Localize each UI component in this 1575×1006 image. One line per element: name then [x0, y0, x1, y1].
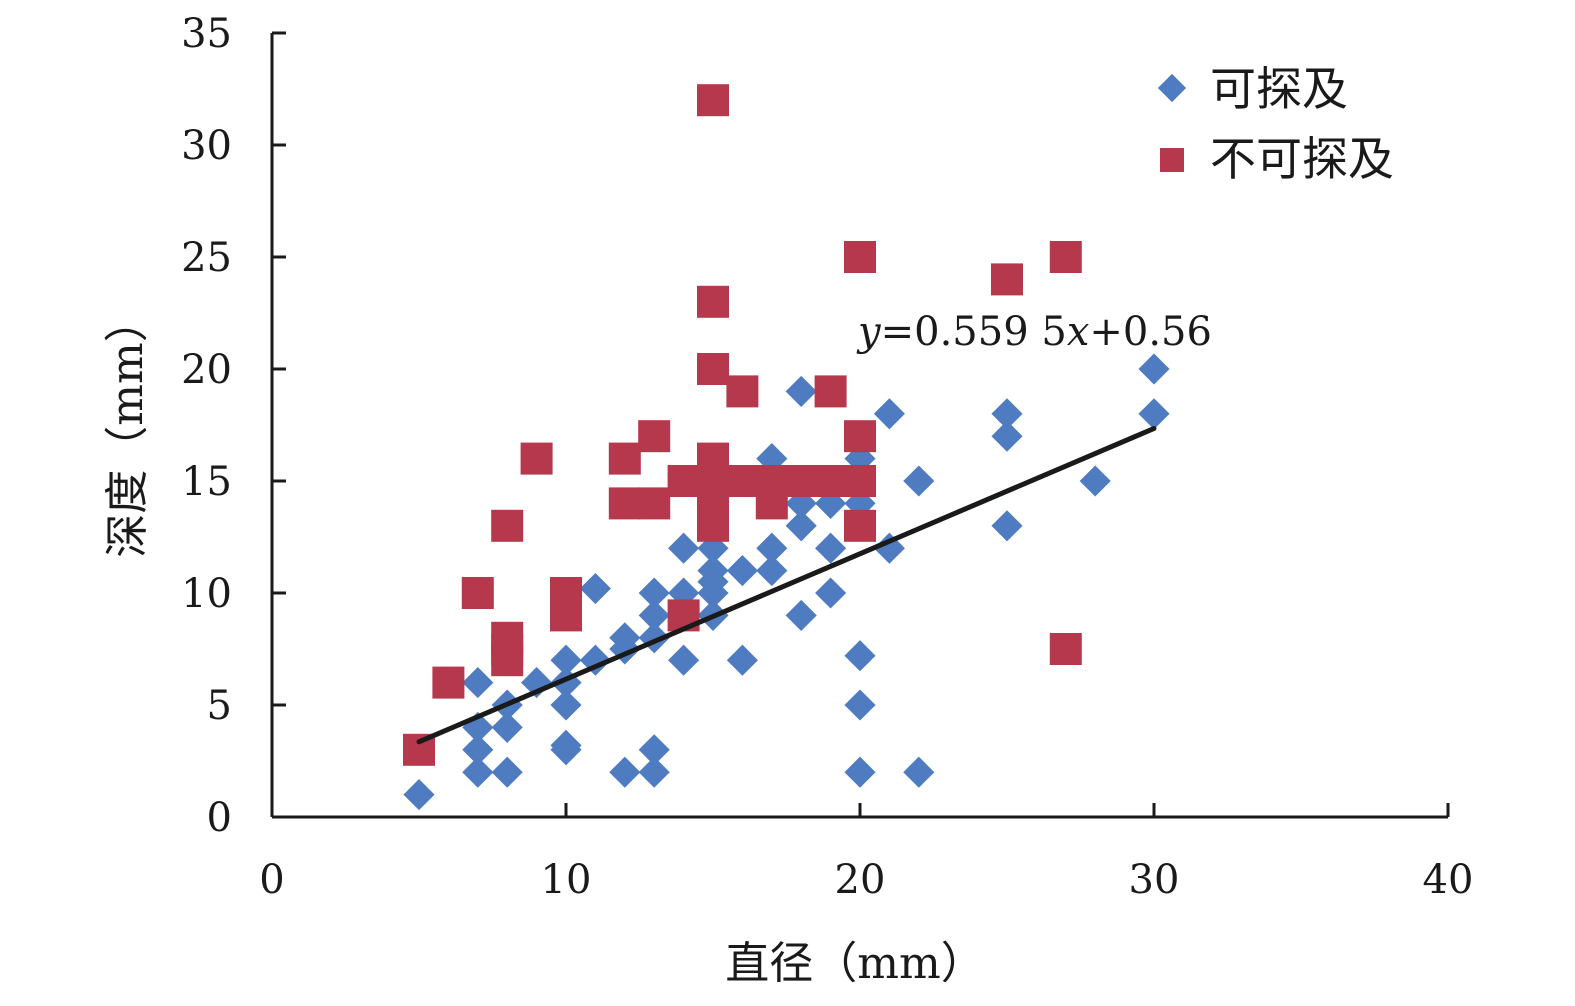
detectable-point [609, 756, 641, 788]
detectable-point [815, 577, 847, 609]
y-tick-label: 35 [181, 11, 232, 57]
undetectable-point [844, 241, 876, 273]
detectable-point [844, 756, 876, 788]
undetectable-point [726, 375, 759, 408]
undetectable-point [520, 442, 553, 475]
trendline-equation: y=0.559 5x+0.56 [856, 309, 1212, 355]
undetectable-point [491, 509, 524, 542]
detectable-point [550, 729, 582, 761]
detectable-point [1079, 465, 1111, 497]
undetectable-point [550, 577, 582, 609]
undetectable-point [461, 577, 494, 609]
detectable-point [844, 689, 876, 721]
detectable-point [462, 667, 494, 699]
detectable-point [668, 644, 700, 676]
undetectable-point [608, 442, 641, 475]
detectable-point [785, 599, 817, 631]
x-tick-label: 10 [541, 857, 592, 903]
undetectable-point [991, 263, 1023, 296]
legend-marker-square [1160, 148, 1184, 172]
axes: 0 5 10 15 20 25 30 35 0 10 20 30 40 [181, 11, 1473, 903]
undetectable-point [726, 465, 759, 497]
detectable-point [668, 532, 700, 564]
detectable-point [1138, 398, 1170, 430]
detectable-point [462, 734, 494, 766]
x-tick-label: 20 [835, 857, 886, 903]
undetectable-point [844, 420, 876, 453]
y-tick-label: 20 [181, 347, 232, 393]
y-axis-title: 深度（mm） [102, 298, 153, 557]
detectable-point [785, 375, 817, 407]
detectable-point [726, 555, 758, 587]
y-tick-label: 5 [207, 683, 232, 729]
undetectable-point [697, 84, 729, 117]
x-tick-label: 30 [1129, 857, 1180, 903]
detectable-point [844, 640, 876, 672]
y-tick-label: 0 [207, 795, 232, 841]
undetectable-point [638, 487, 671, 520]
detectable-point [903, 465, 935, 497]
detectable-point [1138, 353, 1170, 385]
undetectable-point [814, 465, 847, 497]
x-ticks: 0 10 20 30 40 [259, 803, 1473, 903]
detectable-point [903, 756, 935, 788]
x-tick-label: 0 [259, 857, 284, 903]
x-tick-label: 40 [1423, 857, 1474, 903]
y-ticks: 0 5 10 15 20 25 30 35 [181, 11, 286, 841]
undetectable-point [638, 420, 671, 453]
trendline [416, 425, 1157, 745]
detectable-point [991, 420, 1023, 452]
detectable-point [756, 532, 788, 564]
detectable-point [991, 510, 1023, 542]
y-tick-label: 15 [181, 459, 232, 505]
undetectable-point [608, 487, 641, 520]
legend-label-undetectable: 不可探及 [1210, 132, 1394, 186]
undetectable-point [432, 666, 465, 699]
legend-label-detectable: 可探及 [1210, 62, 1348, 116]
y-tick-label: 25 [181, 235, 232, 281]
y-tick-label: 10 [181, 571, 232, 617]
detectable-point [579, 572, 611, 605]
undetectable-point [697, 285, 729, 318]
undetectable-point [844, 509, 876, 542]
legend-marker-diamond [1157, 73, 1187, 103]
undetectable-point [844, 465, 876, 497]
legend: 可探及 不可探及 [1157, 62, 1394, 186]
undetectable-point [814, 375, 847, 408]
undetectable-point [667, 465, 700, 497]
undetectable-point [697, 442, 729, 475]
undetectable-point [1049, 633, 1082, 665]
detectable-point [873, 398, 905, 430]
detectable-point [638, 577, 670, 609]
x-axis-title: 直径（mm） [725, 938, 984, 989]
undetectable-point [785, 465, 818, 497]
undetectable-point [1049, 241, 1082, 273]
detectable-point [991, 398, 1023, 430]
undetectable-point [755, 465, 788, 497]
detectable-point [403, 779, 435, 811]
undetectable-point [697, 353, 729, 385]
undetectable-point [491, 621, 524, 654]
y-tick-label: 30 [181, 123, 232, 169]
detectable-point [462, 756, 494, 788]
detectable-point [491, 756, 523, 788]
detectable-point [726, 644, 758, 676]
detectable-point [638, 734, 670, 766]
detectable-point [550, 644, 582, 676]
